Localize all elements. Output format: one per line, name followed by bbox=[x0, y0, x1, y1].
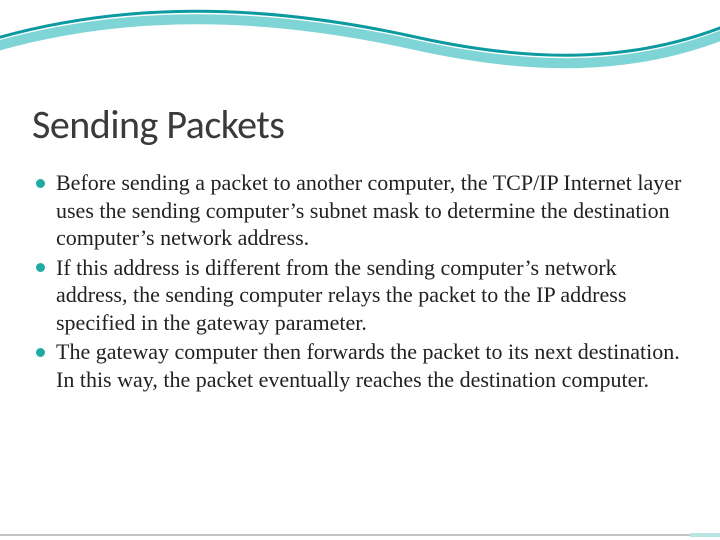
bullet-item: Before sending a packet to another compu… bbox=[32, 169, 688, 252]
swoosh-outer bbox=[0, 0, 720, 63]
footer-decoration bbox=[0, 526, 720, 540]
slide-title: Sending Packets bbox=[32, 100, 688, 149]
header-swoosh bbox=[0, 0, 720, 110]
bullet-item: If this address is different from the se… bbox=[32, 254, 688, 337]
swoosh-inner bbox=[0, 11, 720, 55]
bullet-item: The gateway computer then forwards the p… bbox=[32, 338, 688, 393]
slide-content: Sending Packets Before sending a packet … bbox=[32, 100, 688, 395]
footer-accent bbox=[690, 533, 720, 537]
bullet-list: Before sending a packet to another compu… bbox=[32, 169, 688, 393]
